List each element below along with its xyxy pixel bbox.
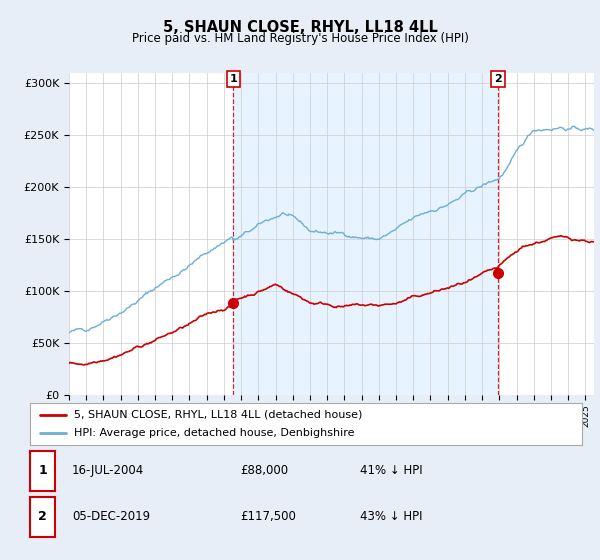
Text: 05-DEC-2019: 05-DEC-2019 xyxy=(72,510,150,524)
Text: HPI: Average price, detached house, Denbighshire: HPI: Average price, detached house, Denb… xyxy=(74,428,355,438)
Text: £88,000: £88,000 xyxy=(240,464,288,478)
Text: 5, SHAUN CLOSE, RHYL, LL18 4LL (detached house): 5, SHAUN CLOSE, RHYL, LL18 4LL (detached… xyxy=(74,410,362,420)
Bar xyxy=(233,73,498,395)
Text: 1: 1 xyxy=(38,464,47,478)
Text: 5, SHAUN CLOSE, RHYL, LL18 4LL: 5, SHAUN CLOSE, RHYL, LL18 4LL xyxy=(163,20,437,35)
Text: 2: 2 xyxy=(494,74,502,84)
Text: 41% ↓ HPI: 41% ↓ HPI xyxy=(360,464,422,478)
Text: 2: 2 xyxy=(38,510,47,524)
Text: 16-JUL-2004: 16-JUL-2004 xyxy=(72,464,144,478)
Text: 43% ↓ HPI: 43% ↓ HPI xyxy=(360,510,422,524)
Text: 1: 1 xyxy=(229,74,237,84)
Text: £117,500: £117,500 xyxy=(240,510,296,524)
Text: Price paid vs. HM Land Registry's House Price Index (HPI): Price paid vs. HM Land Registry's House … xyxy=(131,32,469,45)
